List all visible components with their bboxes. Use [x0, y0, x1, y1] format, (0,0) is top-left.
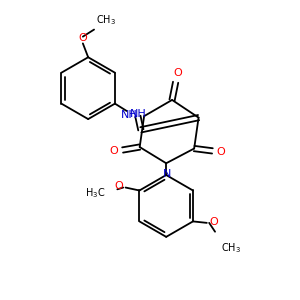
- Text: N: N: [163, 169, 171, 178]
- Text: O: O: [115, 181, 123, 191]
- Text: NH: NH: [130, 109, 146, 119]
- Text: O: O: [110, 146, 118, 157]
- Text: O: O: [79, 32, 87, 43]
- Text: CH$_3$: CH$_3$: [95, 14, 116, 27]
- Text: O: O: [174, 68, 182, 78]
- Text: O: O: [209, 217, 218, 227]
- Text: O: O: [217, 147, 226, 158]
- Text: H$_3$C: H$_3$C: [85, 186, 105, 200]
- Text: CH$_3$: CH$_3$: [221, 242, 241, 255]
- Text: NH: NH: [121, 110, 138, 120]
